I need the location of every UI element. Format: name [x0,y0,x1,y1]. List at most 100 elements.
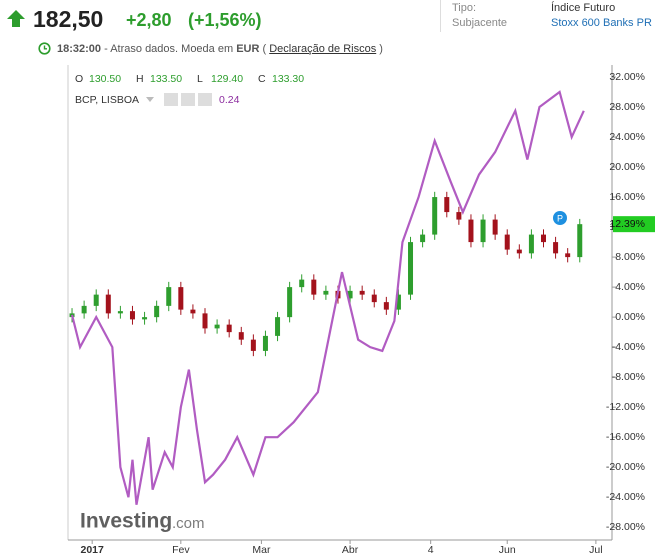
candle-body [142,317,148,320]
candle-body [238,332,244,340]
candle-body [311,279,317,295]
y-tick-label: -24.00% [606,491,645,503]
change-pct: (+1,56%) [188,10,262,30]
y-tick-label: -8.00% [612,371,645,383]
y-tick-label: 24.00% [609,131,645,143]
y-tick-label: 4.00% [615,281,645,293]
paren: ) [379,43,383,55]
paren: ( [262,43,267,55]
candle-body [504,234,510,250]
candle-body [226,324,232,333]
y-tick-label: 28.00% [609,101,645,113]
x-tick-label: Jun [499,544,516,556]
watermark-suffix: .com [172,515,205,532]
candle-body [395,294,401,310]
candle-body [250,339,256,351]
candle-body [371,294,377,303]
currency: EUR [236,43,260,55]
candle-body [408,242,414,295]
current-value-label: 12.39% [609,218,645,230]
candle-body [81,305,87,314]
close-button[interactable] [198,93,212,106]
ohlc-label: O [75,73,83,85]
candle-body [105,294,111,314]
line-series [70,90,585,505]
candle-body [383,302,389,310]
tipo-label: Tipo: [452,2,477,14]
x-tick-label: Abr [342,544,359,556]
candle-body [565,253,571,258]
candle-body [359,290,365,295]
candle-body [516,249,522,254]
series-name: BCP, LISBOA [75,94,139,106]
indicator-value: 0.24 [219,94,240,106]
candle-body [528,234,534,254]
y-tick-label: 0.00% [615,311,645,323]
disclaimer-link[interactable]: Declaração de Riscos [269,43,377,55]
candle-body [492,219,498,235]
candle-body [480,219,486,243]
candle-body [178,287,184,310]
candle-body [166,287,172,306]
delay-text: - Atraso dados. Moeda em [104,43,234,55]
divider [440,0,441,32]
y-tick-label: 16.00% [609,191,645,203]
y-tick-label: -16.00% [606,431,645,443]
x-tick-label: 4 [428,544,434,556]
candle-body [129,311,135,320]
candle-body [262,335,268,351]
candle-body [468,219,474,243]
y-tick-label: -20.00% [606,461,645,473]
subjacente-link[interactable]: Stoxx 600 Banks PR [551,17,652,29]
candle-body [117,311,123,314]
candle-body [444,197,450,213]
legend: O 130.50 H 133.50 L 129.40 C 133.30 [75,73,304,85]
dropdown-icon[interactable] [146,97,154,102]
y-tick-label: 8.00% [615,251,645,263]
settings-button[interactable] [181,93,195,106]
x-tick-label: 2017 [80,544,104,556]
time: 18:32:00 [57,43,102,55]
ohlc-value: 130.50 [89,73,121,85]
ohlc-label: L [197,73,203,85]
x-tick-label: Fev [172,544,190,556]
ohlc-label: C [258,73,266,85]
ohlc-label: H [136,73,144,85]
candle-body [214,324,220,329]
y-tick-label: -4.00% [612,341,645,353]
candle-body [299,279,305,288]
candle-body [347,290,353,299]
y-tick-label: -28.00% [606,521,645,533]
visibility-button[interactable] [164,93,178,106]
y-tick-label: 20.00% [609,161,645,173]
candle-body [432,197,438,235]
candle-body [323,290,329,295]
status-line: 18:32:00 - Atraso dados. Moeda em EUR ( … [57,43,383,55]
candle-body [93,294,99,306]
ohlc-value: 129.40 [211,73,243,85]
candle-body [190,309,196,314]
event-marker[interactable] [553,211,567,225]
x-tick-label: Jul [589,544,602,556]
y-tick-label: -12.00% [606,401,645,413]
up-arrow [7,10,25,27]
change: +2,80 [126,10,172,30]
clock-icon [38,42,51,55]
event-marker-label: P [557,213,563,223]
candle-body [540,234,546,243]
watermark: Investing [80,510,172,533]
x-tick-label: Mar [252,544,271,556]
candle-body [154,305,160,318]
candle-body [202,313,208,329]
candle-body [287,287,293,318]
ohlc-value: 133.50 [150,73,182,85]
subjacente-label: Subjacente [452,17,508,29]
current-value-box [613,216,655,233]
candle-body [456,212,462,220]
candle-body [275,317,281,336]
ohlc-value: 133.30 [272,73,304,85]
price: 182,50 [33,6,104,32]
candle-body [420,234,426,243]
